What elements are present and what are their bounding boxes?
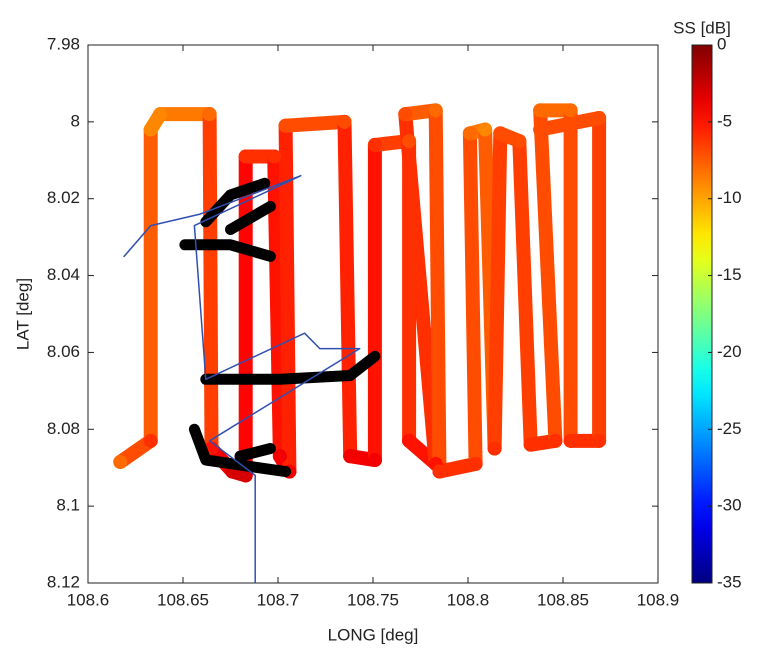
colorbar <box>691 44 713 584</box>
y-tick-label: 8.1 <box>56 496 80 515</box>
y-tick-label: 8.08 <box>47 419 80 438</box>
colorbar-tick-label: -30 <box>717 496 742 515</box>
track-point <box>523 437 538 452</box>
track-line <box>123 174 361 583</box>
track-point <box>238 468 253 483</box>
track-point <box>563 433 578 448</box>
y-tick-label: 7.98 <box>47 34 80 53</box>
track-point <box>367 453 382 468</box>
track-point <box>468 456 483 471</box>
track-point <box>367 137 382 152</box>
colorbar-tick-label: -20 <box>717 342 742 361</box>
track-segment <box>267 149 287 464</box>
x-tick-label: 108.6 <box>67 590 110 609</box>
track-point <box>278 118 293 133</box>
track-segment <box>278 118 297 479</box>
track-point <box>478 122 493 137</box>
track-segment <box>533 111 607 137</box>
colorbar-tick-label: 0 <box>717 34 726 53</box>
track-point <box>267 149 282 164</box>
x-tick-label: 108.85 <box>537 590 589 609</box>
track-segment <box>487 126 508 456</box>
track-segment <box>398 107 443 471</box>
plot-layer <box>113 103 607 583</box>
track-point <box>402 134 417 149</box>
track-segment <box>428 103 447 479</box>
track-point <box>533 103 548 118</box>
track-point <box>533 122 548 137</box>
track-point <box>343 449 358 464</box>
track-point <box>493 126 508 141</box>
track-point <box>563 103 578 118</box>
y-tick-label: 8 <box>71 111 80 130</box>
track-point <box>238 149 253 164</box>
track-point <box>337 114 352 129</box>
colorbar-tick-label: -15 <box>717 265 742 284</box>
y-tick-label: 8.12 <box>47 572 80 591</box>
track-point <box>462 126 477 141</box>
x-tick-label: 108.9 <box>637 590 680 609</box>
track-point <box>113 454 128 469</box>
x-axis-label: LONG [deg] <box>328 625 419 644</box>
track-line <box>179 177 381 478</box>
track-point <box>153 107 168 122</box>
track-point <box>272 449 287 464</box>
track-point <box>202 107 217 122</box>
track-point <box>548 433 563 448</box>
track-segment <box>202 107 219 456</box>
colorbar-label: SS [dB] <box>673 18 731 37</box>
x-tick-label: 108.7 <box>257 590 300 609</box>
track-point <box>143 433 158 448</box>
track-point <box>432 464 447 479</box>
track-point <box>428 103 443 118</box>
y-axis-label: LAT [deg] <box>13 278 32 350</box>
colorbar-tick-label: -35 <box>717 572 742 591</box>
y-tick-label: 8.04 <box>47 265 80 284</box>
x-tick-label: 108.75 <box>347 590 399 609</box>
colorbar-tick-label: -25 <box>717 419 742 438</box>
track-point <box>402 433 417 448</box>
track-segment <box>462 126 483 471</box>
x-tick-label: 108.65 <box>157 590 209 609</box>
colorbar-tick-label: -5 <box>717 111 732 130</box>
track-segment <box>278 114 352 133</box>
track-point <box>398 107 413 122</box>
y-tick-label: 8.06 <box>47 342 80 361</box>
x-tick-label: 108.8 <box>447 590 490 609</box>
track-point <box>592 433 607 448</box>
track-segment <box>533 103 563 448</box>
track-point <box>143 122 158 137</box>
track-point <box>512 134 527 149</box>
track-segment <box>512 134 538 452</box>
colorbar-tick-label: -10 <box>717 188 742 207</box>
track-segment <box>337 114 358 464</box>
y-tick-label: 8.02 <box>47 188 80 207</box>
track-point <box>592 111 607 126</box>
track-point <box>487 441 502 456</box>
